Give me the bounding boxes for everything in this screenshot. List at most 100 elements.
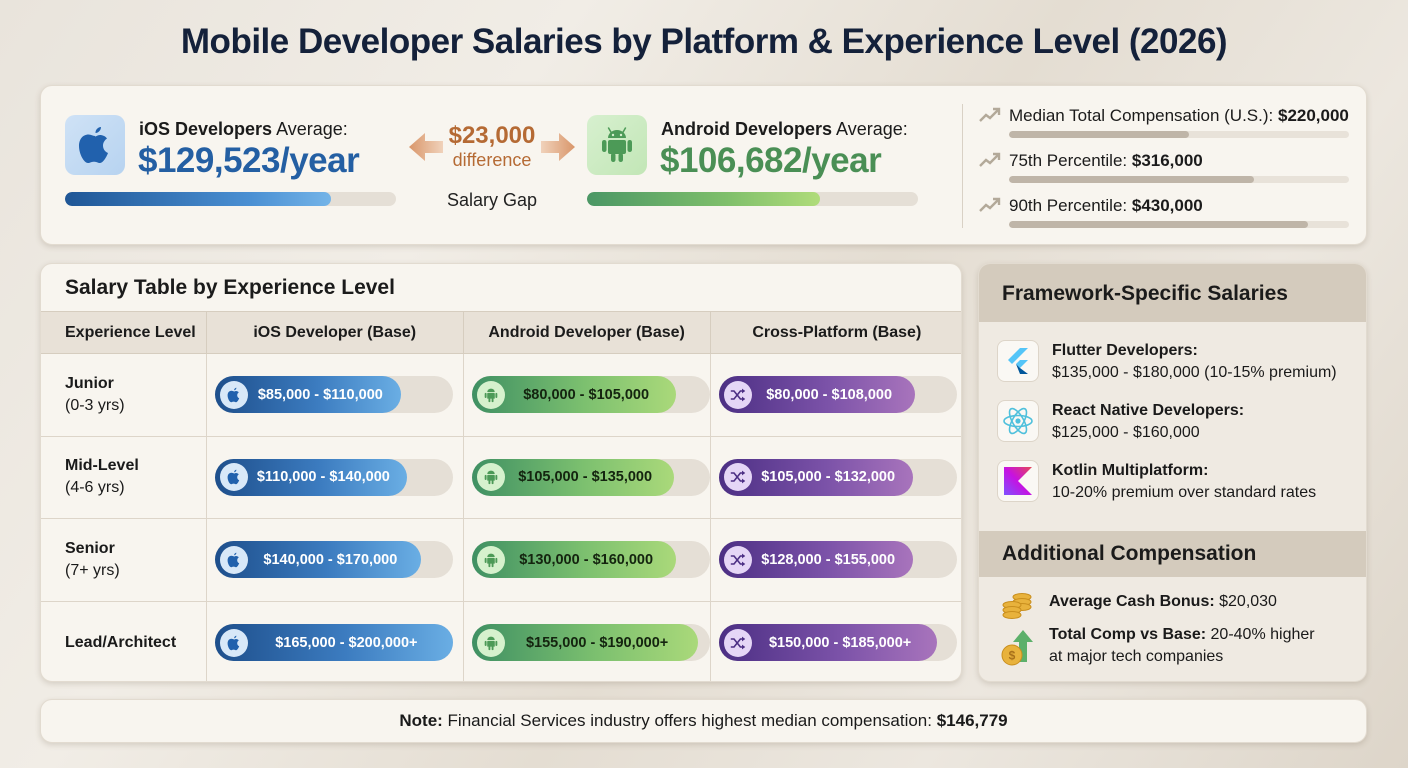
cross-range-track: $80,000 - $108,000 [718,376,957,414]
cross-range-pill: $105,000 - $132,000 [718,458,913,496]
cross-cell: $105,000 - $132,000 [710,436,961,519]
ios-cell: $165,000 - $200,000+ [206,601,464,681]
stat-median: Median Total Compensation (U.S.): $220,0… [979,104,1351,149]
table-row: Senior (7+ yrs) $140,000 - $170,000 $130,00… [41,518,961,602]
ios-average-bar [65,192,396,206]
header-ios: iOS Developer (Base) [206,311,464,354]
android-range-track: $155,000 - $190,000+ [471,624,710,661]
ios-range-text: $140,000 - $170,000 [263,551,398,568]
ios-range-text: $110,000 - $140,000 [256,469,390,486]
dollar-up-arrow-icon: $ [1001,630,1033,666]
android-range-pill: $130,000 - $160,000 [471,541,676,579]
apple-icon [219,463,248,492]
salary-table-title: Salary Table by Experience Level [65,276,395,299]
shuffle-icon [723,380,752,409]
ios-range-pill: $140,000 - $170,000 [214,541,421,579]
ios-range-text: $85,000 - $110,000 [257,386,383,403]
cross-cell: $80,000 - $108,000 [710,353,961,437]
apple-icon [219,628,248,657]
android-range-pill: $105,000 - $135,000 [471,458,674,496]
coins-icon [1002,593,1032,619]
ios-range-track: $110,000 - $140,000 [214,458,453,496]
trend-up-icon [979,197,1001,212]
shuffle-icon [723,545,752,574]
cross-range-track: $105,000 - $132,000 [718,458,957,496]
experience-level-cell: Junior (0-3 yrs) [41,353,207,437]
table-header-row: Experience Level iOS Developer (Base) An… [41,311,961,354]
android-cell: $105,000 - $135,000 [463,436,711,519]
android-cell: $130,000 - $160,000 [463,518,711,602]
table-row: Mid-Level (4-6 yrs) $110,000 - $140,000 $10… [41,436,961,519]
experience-level-cell: Mid-Level (4-6 yrs) [41,436,207,519]
android-icon [476,380,505,409]
stat-p90: 90th Percentile: $430,000 [979,194,1351,239]
cross-range-text: $80,000 - $108,000 [766,386,893,403]
ios-cell: $140,000 - $170,000 [206,518,464,602]
header-experience: Experience Level [41,311,207,354]
ios-range-pill: $110,000 - $140,000 [214,458,407,496]
android-average-amount: $106,682/year [660,141,882,180]
android-range-track: $80,000 - $105,000 [471,376,710,414]
additional-header: Additional Compensation [979,531,1366,577]
cross-range-text: $128,000 - $155,000 [761,551,896,568]
android-icon [587,115,647,175]
ios-range-text: $165,000 - $200,000+ [275,634,418,651]
android-icon [476,463,505,492]
cross-cell: $150,000 - $185,000+ [710,601,961,681]
compensation-stats: Median Total Compensation (U.S.): $220,0… [979,104,1351,239]
table-row: Junior (0-3 yrs) $85,000 - $110,000 $80,000… [41,353,961,437]
table-row: Lead/Architect $165,000 - $200,000+ $155,0… [41,601,961,681]
framework-kotlin: Kotlin Multiplatform: 10-20% premium ove… [997,460,1357,510]
ios-range-track: $85,000 - $110,000 [214,376,453,414]
ios-range-pill: $85,000 - $110,000 [214,376,401,414]
react-icon [997,400,1039,442]
android-range-pill: $80,000 - $105,000 [471,376,676,414]
apple-icon [219,380,248,409]
shuffle-icon [723,463,752,492]
summary-card: iOS Developers Average: $129,523/year $2… [40,85,1367,245]
kotlin-icon [997,460,1039,502]
flutter-icon [997,340,1039,382]
header-android: Android Developer (Base) [463,311,711,354]
stat-median-bar [1009,131,1349,138]
page-title: Mobile Developer Salaries by Platform & … [180,22,1228,61]
salary-gap-sub: difference [452,150,532,170]
android-average-bar [587,192,918,206]
framework-flutter: Flutter Developers: $135,000 - $180,000 … [997,340,1357,390]
android-range-track: $130,000 - $160,000 [471,541,710,579]
salary-gap-label: Salary Gap [446,190,538,210]
cross-cell: $128,000 - $155,000 [710,518,961,602]
ios-range-pill: $165,000 - $200,000+ [214,624,453,661]
experience-level-cell: Lead/Architect [41,601,207,681]
cross-range-pill: $150,000 - $185,000+ [718,624,937,661]
ios-range-track: $165,000 - $200,000+ [214,624,453,661]
trend-up-icon [979,152,1001,167]
ios-average-amount: $129,523/year [138,141,360,180]
cross-range-pill: $128,000 - $155,000 [718,541,913,579]
android-icon [476,628,505,657]
divider [962,104,963,228]
level-name: Senior [65,539,115,557]
android-cell: $80,000 - $105,000 [463,353,711,437]
salary-table: Experience Level iOS Developer (Base) An… [41,311,961,681]
ios-cell: $85,000 - $110,000 [206,353,464,437]
stat-p75-bar [1009,176,1349,183]
framework-card: Framework-Specific Salaries Flutter Deve… [978,263,1367,682]
android-range-text: $130,000 - $160,000 [519,551,654,568]
level-name: Lead/Architect [65,633,177,651]
android-range-pill: $155,000 - $190,000+ [471,624,698,661]
level-years: (4-6 yrs) [65,479,125,497]
ios-range-track: $140,000 - $170,000 [214,541,453,579]
android-icon [476,545,505,574]
salary-gap-amount: $23,000 [448,122,536,149]
level-name: Mid-Level [65,457,139,475]
android-range-text: $80,000 - $105,000 [523,386,650,403]
android-range-track: $105,000 - $135,000 [471,458,710,496]
android-range-text: $155,000 - $190,000+ [525,634,669,651]
cross-range-track: $150,000 - $185,000+ [718,624,957,661]
experience-level-cell: Senior (7+ yrs) [41,518,207,602]
apple-icon [219,545,248,574]
shuffle-icon [723,628,752,657]
framework-header: Framework-Specific Salaries [979,264,1366,322]
salary-table-card: Salary Table by Experience Level Experie… [40,263,962,682]
